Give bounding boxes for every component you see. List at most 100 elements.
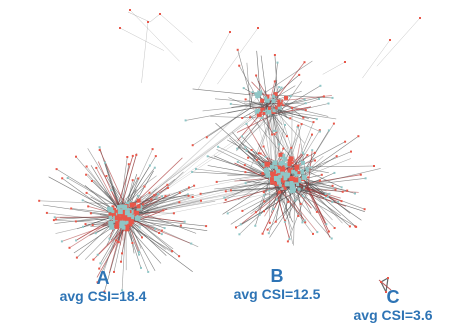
network-edge [197,31,231,90]
network-node [302,116,305,119]
network-node [284,123,286,126]
network-node [312,232,314,235]
network-node [117,216,123,222]
network-node [75,239,78,242]
network-edge [224,178,277,198]
network-node [266,228,269,231]
network-node [318,129,321,132]
network-node [160,233,163,236]
network-node [311,149,314,152]
network-node [109,224,115,230]
network-node [299,202,302,205]
network-edge [385,277,389,293]
network-node [52,219,55,222]
network-edge [286,186,356,227]
network-node [278,86,281,89]
network-node [324,192,327,195]
network-node [119,27,121,29]
network-node [262,112,266,115]
network-node [96,253,99,256]
network-node [84,223,87,226]
network-node [53,216,56,219]
network-node [273,92,278,97]
network-node [131,242,134,244]
network-node [151,148,154,151]
network-node [38,199,41,202]
network-node [243,164,246,167]
network-node [274,170,278,173]
network-node [283,220,286,223]
network-edge [287,186,365,212]
network-node [298,73,301,76]
network-edge [298,166,329,174]
network-node [327,129,330,132]
network-edge [267,103,329,118]
network-edge [265,90,274,178]
network-node [301,221,304,224]
network-node [91,224,94,227]
network-node [255,159,258,162]
network-edge [300,130,330,178]
network-node [315,118,318,121]
network-node [283,176,288,181]
network-edge [250,114,273,168]
network-node [114,225,117,229]
network-node [264,96,268,100]
network-node [277,99,281,103]
network-node [129,202,135,208]
network-node [354,225,357,228]
cluster-b-letter: B [270,266,284,286]
network-node [348,225,351,228]
network-node [296,177,302,183]
network-edge [215,122,273,174]
network-node [108,215,113,220]
network-edge [300,177,356,194]
network-node [267,109,272,115]
network-edge [266,85,296,104]
network-node [55,218,57,221]
network-node [263,210,265,213]
network-node [226,212,229,215]
network-node [260,98,265,103]
network-node [283,186,287,190]
network-node [267,232,270,235]
network-node [113,270,115,273]
network-node [285,135,288,138]
network-node [274,181,279,186]
network-edge [202,103,274,112]
network-node [178,201,181,204]
network-node [373,165,375,167]
network-edge [125,184,283,213]
network-edge [270,103,273,174]
network-node [341,190,344,193]
network-node [166,183,169,186]
network-node [276,169,281,174]
network-edge [268,108,273,174]
network-node [288,156,294,162]
network-edge [214,180,296,190]
network-edge [149,13,161,23]
network-node [127,163,130,166]
network-node [215,180,218,183]
network-edge [250,103,271,109]
network-nodes [38,9,421,293]
network-edge [214,98,271,104]
network-node [259,152,262,155]
network-node [81,199,84,202]
network-node [98,146,101,149]
network-edge [236,117,269,152]
network-node [244,171,247,174]
network-edge [118,173,272,205]
network-node [92,258,95,261]
network-node [272,207,275,210]
network-node [183,220,186,223]
network-node [263,200,266,203]
network-node [238,64,241,67]
network-edge [104,162,119,205]
network-node [262,145,265,148]
network-node [136,198,141,203]
network-edge [276,124,299,168]
network-node [75,155,77,158]
network-edge [272,176,290,240]
